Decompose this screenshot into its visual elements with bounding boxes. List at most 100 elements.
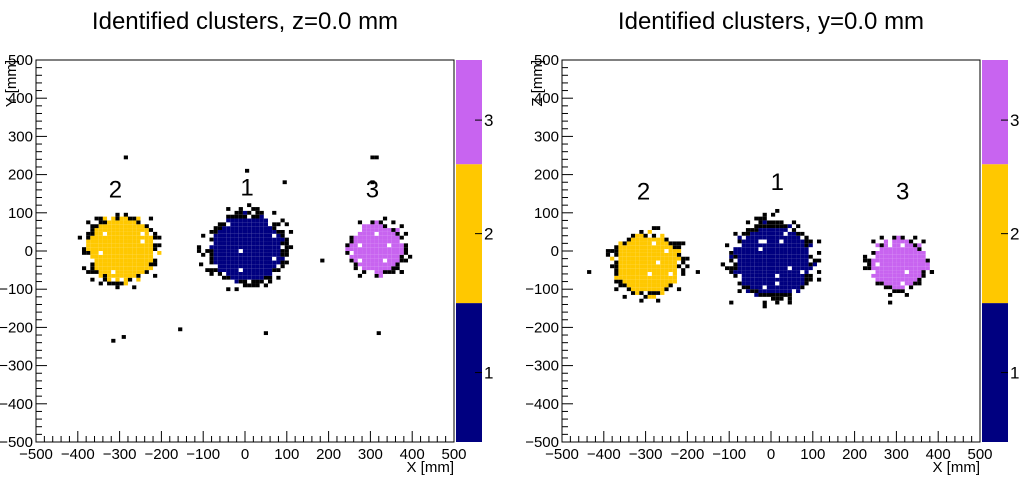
cluster-cell [668, 268, 673, 273]
cluster-cell [775, 273, 780, 278]
cluster-cell [251, 214, 256, 219]
cluster-cell [399, 235, 404, 240]
cluster-cell [366, 239, 371, 244]
cluster-cell [737, 258, 742, 263]
colorbar-tick-label: 1 [1010, 364, 1019, 383]
cluster-cell [660, 260, 665, 265]
cluster-cell [917, 270, 922, 274]
cluster-cell [787, 281, 792, 286]
cluster-cell [796, 239, 801, 244]
noise-point [399, 270, 404, 274]
cluster-cell [664, 241, 669, 246]
cluster-cell [230, 249, 235, 253]
cluster-cell [647, 256, 652, 261]
cluster-cell [635, 275, 640, 280]
cluster-cell [656, 291, 661, 295]
cluster-cell [656, 268, 661, 273]
cluster-cell [651, 256, 657, 261]
cluster-cell [656, 241, 661, 246]
cluster-cell [230, 218, 235, 223]
cluster-cell [259, 241, 264, 246]
cluster-cell [259, 229, 264, 234]
cluster-cell [234, 210, 239, 215]
x-tick-label: −500 [19, 446, 53, 463]
cluster-cell [382, 228, 388, 232]
cluster-cell [900, 273, 905, 278]
cluster-cell [115, 273, 120, 278]
cluster-cell [871, 251, 876, 255]
cluster-cell [783, 262, 788, 267]
y-axis-label: Y [mm] [3, 60, 20, 107]
cluster-cell [804, 251, 809, 255]
cluster-cell [681, 268, 686, 273]
cluster-cell [745, 239, 751, 244]
cluster-cell [787, 247, 792, 251]
cluster-cell [284, 241, 289, 246]
cluster-cell [879, 251, 884, 255]
cluster-2 [605, 226, 690, 303]
cluster-cell [230, 237, 235, 242]
cluster-cell [896, 239, 901, 244]
cluster-cell [374, 247, 379, 251]
cluster-cell [247, 268, 252, 273]
cluster-cell [647, 249, 652, 253]
cluster-cell [395, 251, 400, 255]
cluster-cell [102, 220, 108, 225]
cluster-cell [115, 258, 120, 263]
cluster-cell [745, 285, 751, 290]
noise-point [929, 270, 935, 274]
cluster-cell [123, 231, 128, 236]
cluster-cell [875, 243, 880, 248]
cluster-cell [660, 256, 665, 261]
cluster-cell [904, 247, 909, 251]
cluster-cell [888, 251, 893, 255]
cluster-cell [647, 268, 652, 273]
cluster-cell [745, 262, 751, 267]
cluster-cell [664, 272, 669, 276]
cluster-cell [741, 251, 746, 255]
cluster-cell [766, 224, 771, 229]
cluster-cell [791, 273, 797, 278]
cluster-cell [272, 245, 277, 250]
cluster-cell [875, 277, 880, 282]
cluster-cell [123, 243, 128, 248]
cluster-cell [913, 235, 918, 240]
cluster-cell [605, 252, 611, 257]
cluster-cell [242, 256, 248, 261]
cluster-cell [226, 214, 231, 219]
y-tick-label: −100 [0, 281, 33, 298]
cluster-cell [630, 264, 636, 269]
cluster-cell [136, 277, 141, 282]
cluster-cell [750, 277, 755, 282]
cluster-cell [148, 216, 154, 221]
cluster-cell [622, 260, 627, 265]
cluster-cell [284, 237, 289, 242]
cluster-cell [737, 262, 742, 267]
cluster-cell [900, 289, 905, 294]
cluster-cell [917, 277, 922, 282]
cluster-cell [382, 262, 388, 267]
cluster-cell [635, 256, 640, 261]
noise-point [263, 331, 268, 336]
cluster-cell [762, 224, 767, 229]
cluster-cell [276, 229, 281, 234]
cluster-cell [144, 239, 149, 244]
cluster-cell [904, 293, 909, 297]
cluster-cell [123, 212, 128, 217]
cluster-cell [115, 270, 120, 274]
cluster-cell [800, 251, 805, 255]
cluster-cell [201, 252, 206, 257]
cluster-cell [378, 243, 383, 248]
cluster-cell [896, 266, 901, 271]
cluster-cell [766, 258, 771, 263]
cluster-cell [647, 229, 652, 234]
cluster-cell [676, 252, 682, 257]
cluster-cell [779, 251, 784, 255]
cluster-cell [267, 241, 273, 246]
cluster-cell [875, 262, 880, 267]
cluster-cell [247, 249, 252, 253]
cluster-cell [672, 279, 677, 284]
cluster-cell [754, 289, 759, 294]
cluster-cell [119, 266, 124, 271]
